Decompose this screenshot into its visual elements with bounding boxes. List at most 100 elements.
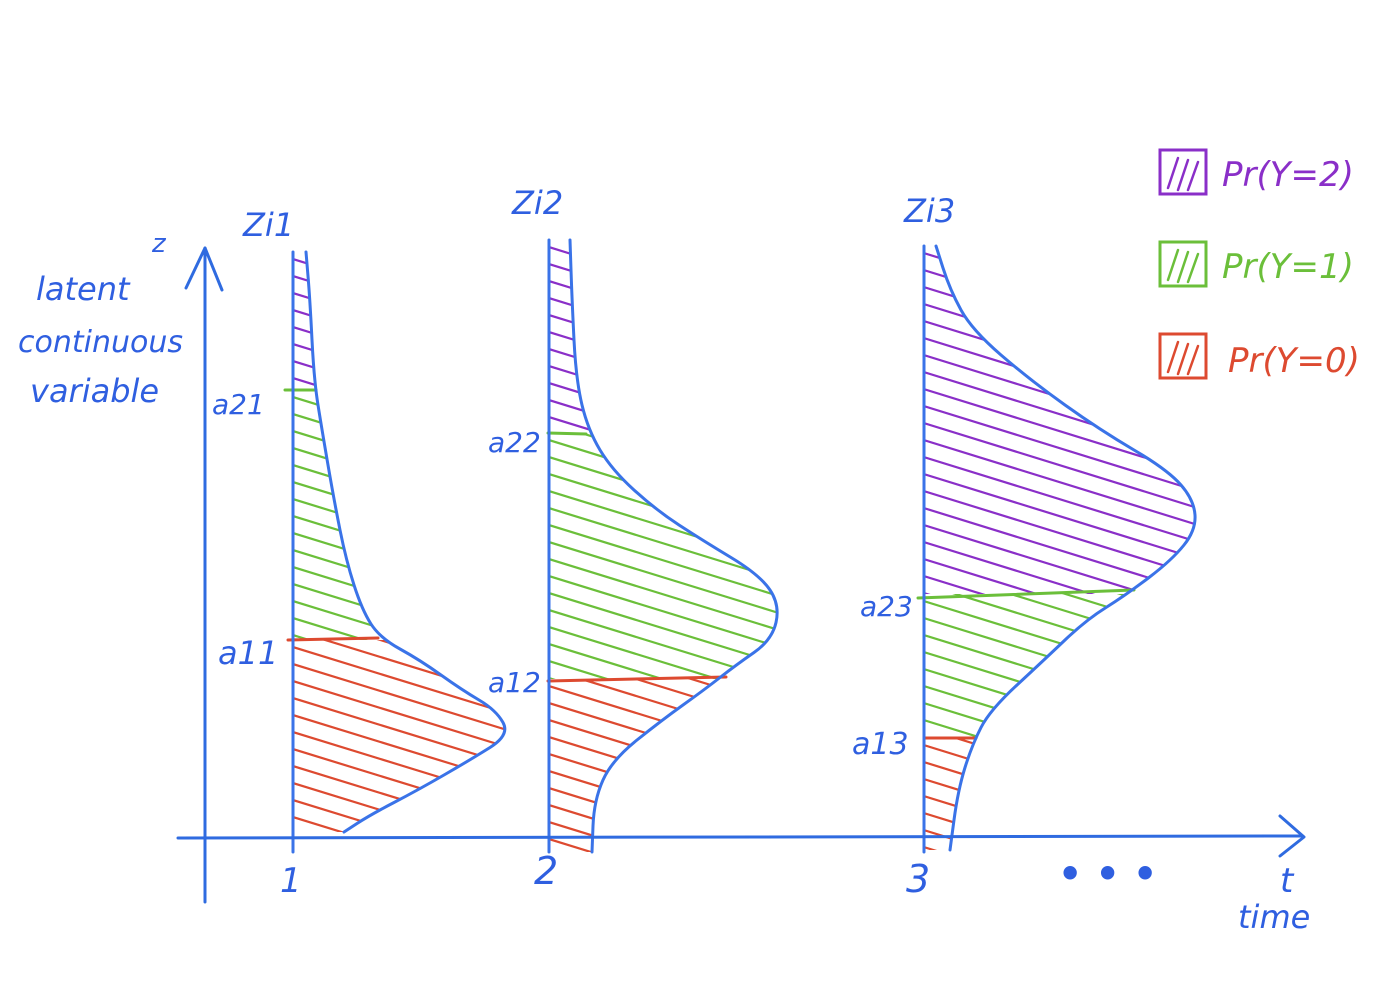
hatch-stroke xyxy=(539,233,820,320)
hatch-stroke xyxy=(293,339,505,390)
hatch-stroke xyxy=(293,545,505,631)
hatch-stroke xyxy=(914,394,1236,494)
hatch-stroke xyxy=(539,870,820,957)
hatch-stroke xyxy=(293,252,505,272)
hatch-band xyxy=(539,233,820,796)
hatch-stroke xyxy=(539,301,820,388)
hatch-stroke xyxy=(549,412,778,433)
hatch-stroke xyxy=(293,640,505,677)
hatch-stroke xyxy=(549,344,778,433)
hatch-stroke xyxy=(293,727,505,813)
hatch-stroke xyxy=(293,812,505,832)
hatch-stroke xyxy=(293,528,505,614)
hatch-stroke xyxy=(283,86,550,168)
hatch-stroke xyxy=(283,137,550,219)
hatch-stroke xyxy=(549,310,778,400)
hatch-stroke xyxy=(539,887,820,974)
hatch-stroke xyxy=(549,639,778,679)
hatch-stroke xyxy=(549,503,778,593)
x-axis xyxy=(176,834,1304,840)
hatch-stroke xyxy=(539,142,820,229)
y-axis-arrowhead xyxy=(184,246,224,292)
hatch-stroke xyxy=(283,508,550,590)
hatch-stroke xyxy=(924,738,1196,741)
hatch-stroke xyxy=(549,433,778,491)
hatch-band xyxy=(539,679,820,974)
hatch-stroke xyxy=(293,562,505,640)
hatch-stroke xyxy=(549,681,778,771)
threshold-line-a11 xyxy=(286,636,380,642)
hatch-stroke xyxy=(924,246,1196,266)
hatch-stroke xyxy=(549,673,778,679)
hatch-stroke xyxy=(293,579,505,640)
hatch-stroke xyxy=(293,642,505,728)
hatch-stroke xyxy=(549,605,778,679)
hatch-stroke xyxy=(293,676,505,762)
hatch-stroke xyxy=(293,744,505,830)
y-axis-symbol: z xyxy=(151,229,167,259)
hatch-stroke xyxy=(549,520,778,610)
hatch-stroke xyxy=(283,275,550,357)
hatch-stroke xyxy=(549,240,778,264)
hatch-stroke xyxy=(549,679,778,737)
hatch-stroke xyxy=(293,390,505,393)
hatch-stroke xyxy=(549,435,778,525)
hatch-stroke xyxy=(283,848,550,930)
legend-item-y2: Pr(Y=2) xyxy=(1158,148,1354,196)
hatch-stroke xyxy=(924,520,1196,594)
latent-label-time-3: Zi3 xyxy=(903,192,955,230)
x-axis-symbol: t xyxy=(1280,861,1295,901)
legend-item-y0: Pr(Y=0) xyxy=(1158,332,1360,381)
hatch-stroke xyxy=(549,242,778,332)
hatch-stroke xyxy=(549,679,778,703)
threshold-line-a22 xyxy=(546,431,588,436)
hatch-stroke xyxy=(549,749,778,839)
hatch-stroke xyxy=(539,250,820,337)
hatch-stroke xyxy=(293,252,505,255)
hatch-stroke xyxy=(924,246,1196,317)
hatch-stroke xyxy=(549,800,778,852)
hatch-stroke xyxy=(293,254,505,340)
hatch-stroke xyxy=(293,271,505,357)
threshold-label-a12: a12 xyxy=(488,666,541,699)
hatch-stroke xyxy=(924,452,1196,555)
hatch-stroke xyxy=(539,709,820,796)
hatch-stroke xyxy=(924,418,1196,521)
legend-label-y2: Pr(Y=2) xyxy=(1222,155,1354,195)
hatch-stroke xyxy=(549,469,778,559)
threshold-line-a23 xyxy=(916,588,1136,600)
hatch-stroke xyxy=(539,267,820,354)
hatch-stroke xyxy=(539,125,820,212)
hatch-stroke xyxy=(549,698,778,788)
hatch-stroke xyxy=(539,335,820,422)
hatch-stroke xyxy=(539,74,820,161)
hatch-stroke xyxy=(293,390,505,410)
hatch-stroke xyxy=(539,692,820,779)
hatch-stroke xyxy=(293,761,505,832)
tick-label-1: 1 xyxy=(280,861,302,901)
hatch-stroke xyxy=(914,131,1236,231)
hatch-stroke xyxy=(924,738,1196,775)
hatch-stroke xyxy=(924,588,1196,594)
hatching-time-1 xyxy=(283,86,550,930)
hatch-stroke xyxy=(293,640,505,711)
x-axis-arrowhead xyxy=(1278,814,1306,858)
hatch-stroke xyxy=(293,659,505,745)
legend-swatch-red xyxy=(1158,332,1208,380)
ellipsis: • • • xyxy=(1058,852,1157,896)
hatch-stroke xyxy=(549,817,778,852)
hatch-stroke xyxy=(283,190,550,272)
hatch-stroke xyxy=(293,829,505,832)
hatch-stroke xyxy=(914,623,1236,723)
hatch-stroke xyxy=(293,613,505,640)
hatch-stroke xyxy=(549,783,778,852)
hatch-stroke xyxy=(914,46,1236,146)
hatch-stroke xyxy=(549,537,778,627)
hatch-band xyxy=(914,623,1236,850)
hatch-stroke xyxy=(283,241,550,323)
hatch-stroke xyxy=(924,571,1196,594)
threshold-label-a22: a22 xyxy=(488,426,541,459)
hatch-stroke xyxy=(549,259,778,349)
hatch-band xyxy=(539,74,820,433)
hatch-stroke xyxy=(283,154,550,236)
